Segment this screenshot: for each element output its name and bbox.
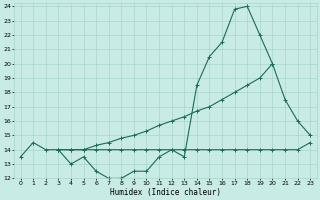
X-axis label: Humidex (Indice chaleur): Humidex (Indice chaleur)	[110, 188, 221, 197]
